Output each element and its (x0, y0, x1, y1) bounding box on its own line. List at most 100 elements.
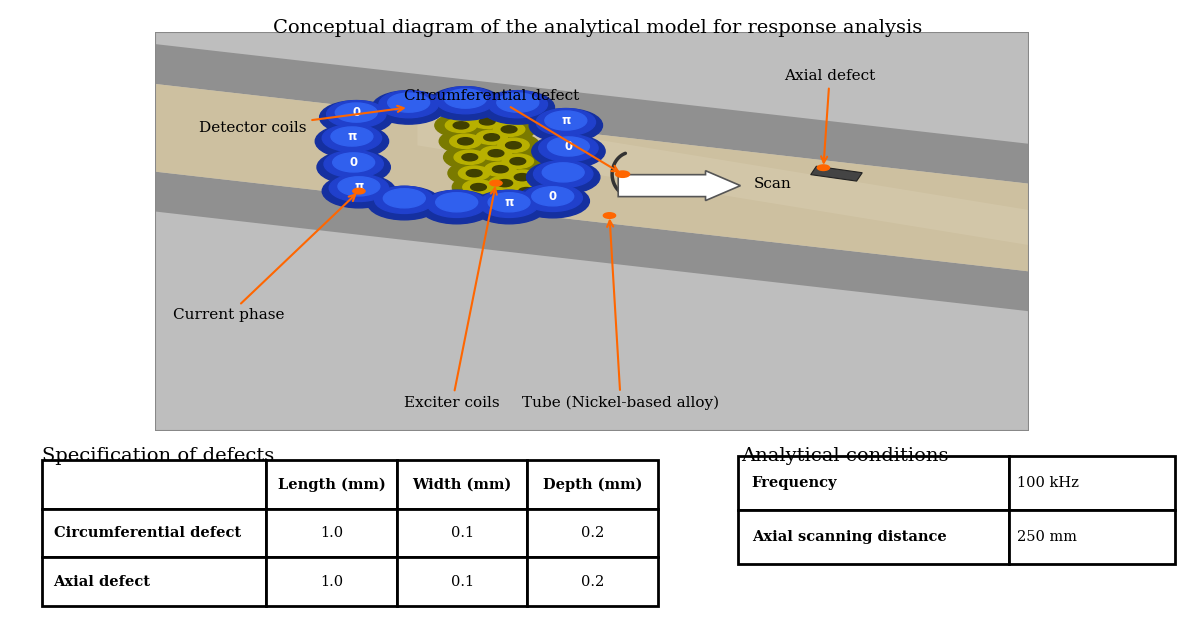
Circle shape (428, 87, 502, 120)
Circle shape (616, 171, 629, 177)
Circle shape (502, 154, 533, 168)
Polygon shape (155, 172, 1029, 311)
Circle shape (466, 170, 482, 177)
Circle shape (483, 118, 536, 141)
Circle shape (322, 174, 396, 208)
Circle shape (526, 160, 600, 194)
Bar (811, 167, 862, 181)
Circle shape (523, 185, 582, 212)
Circle shape (476, 130, 507, 145)
Circle shape (548, 137, 590, 156)
FancyArrow shape (618, 170, 740, 201)
Polygon shape (155, 32, 1029, 431)
Circle shape (445, 89, 487, 108)
Circle shape (488, 193, 530, 212)
Text: π: π (561, 114, 570, 127)
Text: π: π (505, 195, 514, 209)
Circle shape (452, 175, 505, 199)
Circle shape (474, 158, 526, 181)
Text: Detector coils: Detector coils (199, 106, 403, 135)
Circle shape (463, 180, 494, 194)
Text: Analytical conditions: Analytical conditions (742, 447, 948, 465)
Circle shape (511, 184, 542, 198)
Circle shape (514, 174, 530, 181)
Circle shape (506, 141, 521, 149)
Circle shape (480, 190, 538, 217)
Text: Exciter coils: Exciter coils (404, 188, 500, 410)
Circle shape (489, 176, 520, 190)
Circle shape (427, 190, 487, 217)
Circle shape (817, 165, 830, 170)
Circle shape (490, 180, 502, 186)
Circle shape (529, 109, 603, 142)
Text: π: π (347, 130, 356, 143)
Text: 0: 0 (565, 140, 573, 153)
Circle shape (374, 186, 434, 213)
Circle shape (470, 141, 523, 165)
Circle shape (331, 127, 373, 146)
Text: Scan: Scan (753, 177, 792, 190)
Circle shape (439, 129, 492, 153)
Circle shape (487, 133, 539, 158)
Circle shape (384, 189, 426, 208)
Circle shape (454, 150, 486, 165)
Text: Specification of defects: Specification of defects (42, 447, 274, 465)
Circle shape (471, 183, 487, 191)
Circle shape (453, 122, 469, 129)
Circle shape (372, 91, 445, 124)
Circle shape (324, 150, 384, 177)
Circle shape (353, 188, 365, 194)
Circle shape (458, 166, 490, 180)
Circle shape (465, 125, 518, 149)
Circle shape (448, 161, 500, 185)
Circle shape (329, 174, 389, 201)
Text: 0: 0 (549, 190, 557, 203)
Circle shape (478, 171, 531, 195)
Circle shape (500, 179, 553, 203)
Circle shape (519, 188, 535, 195)
Circle shape (462, 154, 477, 161)
Circle shape (488, 150, 504, 157)
Circle shape (481, 91, 555, 124)
Circle shape (420, 190, 494, 224)
Circle shape (480, 118, 495, 125)
Circle shape (317, 150, 390, 184)
Circle shape (319, 100, 393, 134)
Circle shape (445, 118, 477, 132)
Circle shape (496, 165, 548, 189)
Circle shape (471, 114, 504, 129)
Circle shape (458, 138, 474, 145)
Circle shape (536, 109, 596, 136)
Text: 0: 0 (349, 156, 358, 169)
Circle shape (338, 177, 380, 196)
Circle shape (316, 125, 389, 158)
Circle shape (496, 179, 513, 186)
Polygon shape (417, 111, 1029, 245)
Circle shape (532, 186, 574, 206)
Circle shape (435, 193, 477, 212)
Circle shape (498, 138, 529, 152)
Circle shape (496, 93, 538, 112)
Polygon shape (155, 44, 1029, 184)
Circle shape (509, 158, 526, 165)
Circle shape (472, 190, 545, 224)
Circle shape (545, 111, 587, 130)
Circle shape (335, 103, 377, 122)
Circle shape (484, 162, 515, 176)
Text: 0: 0 (353, 106, 360, 119)
Circle shape (542, 163, 584, 182)
Circle shape (388, 93, 429, 112)
Text: Current phase: Current phase (173, 195, 355, 322)
Circle shape (444, 145, 496, 169)
Circle shape (494, 122, 525, 136)
Circle shape (450, 134, 481, 149)
Circle shape (492, 149, 544, 173)
Text: Conceptual diagram of the analytical model for response analysis: Conceptual diagram of the analytical mod… (274, 19, 922, 37)
Circle shape (435, 87, 495, 114)
Circle shape (435, 113, 487, 138)
Text: Circumferential defect: Circumferential defect (404, 89, 618, 172)
Circle shape (501, 126, 517, 133)
Text: Tube (Nickel-based alloy): Tube (Nickel-based alloy) (523, 221, 719, 410)
Circle shape (327, 100, 386, 128)
Text: π: π (354, 180, 364, 193)
